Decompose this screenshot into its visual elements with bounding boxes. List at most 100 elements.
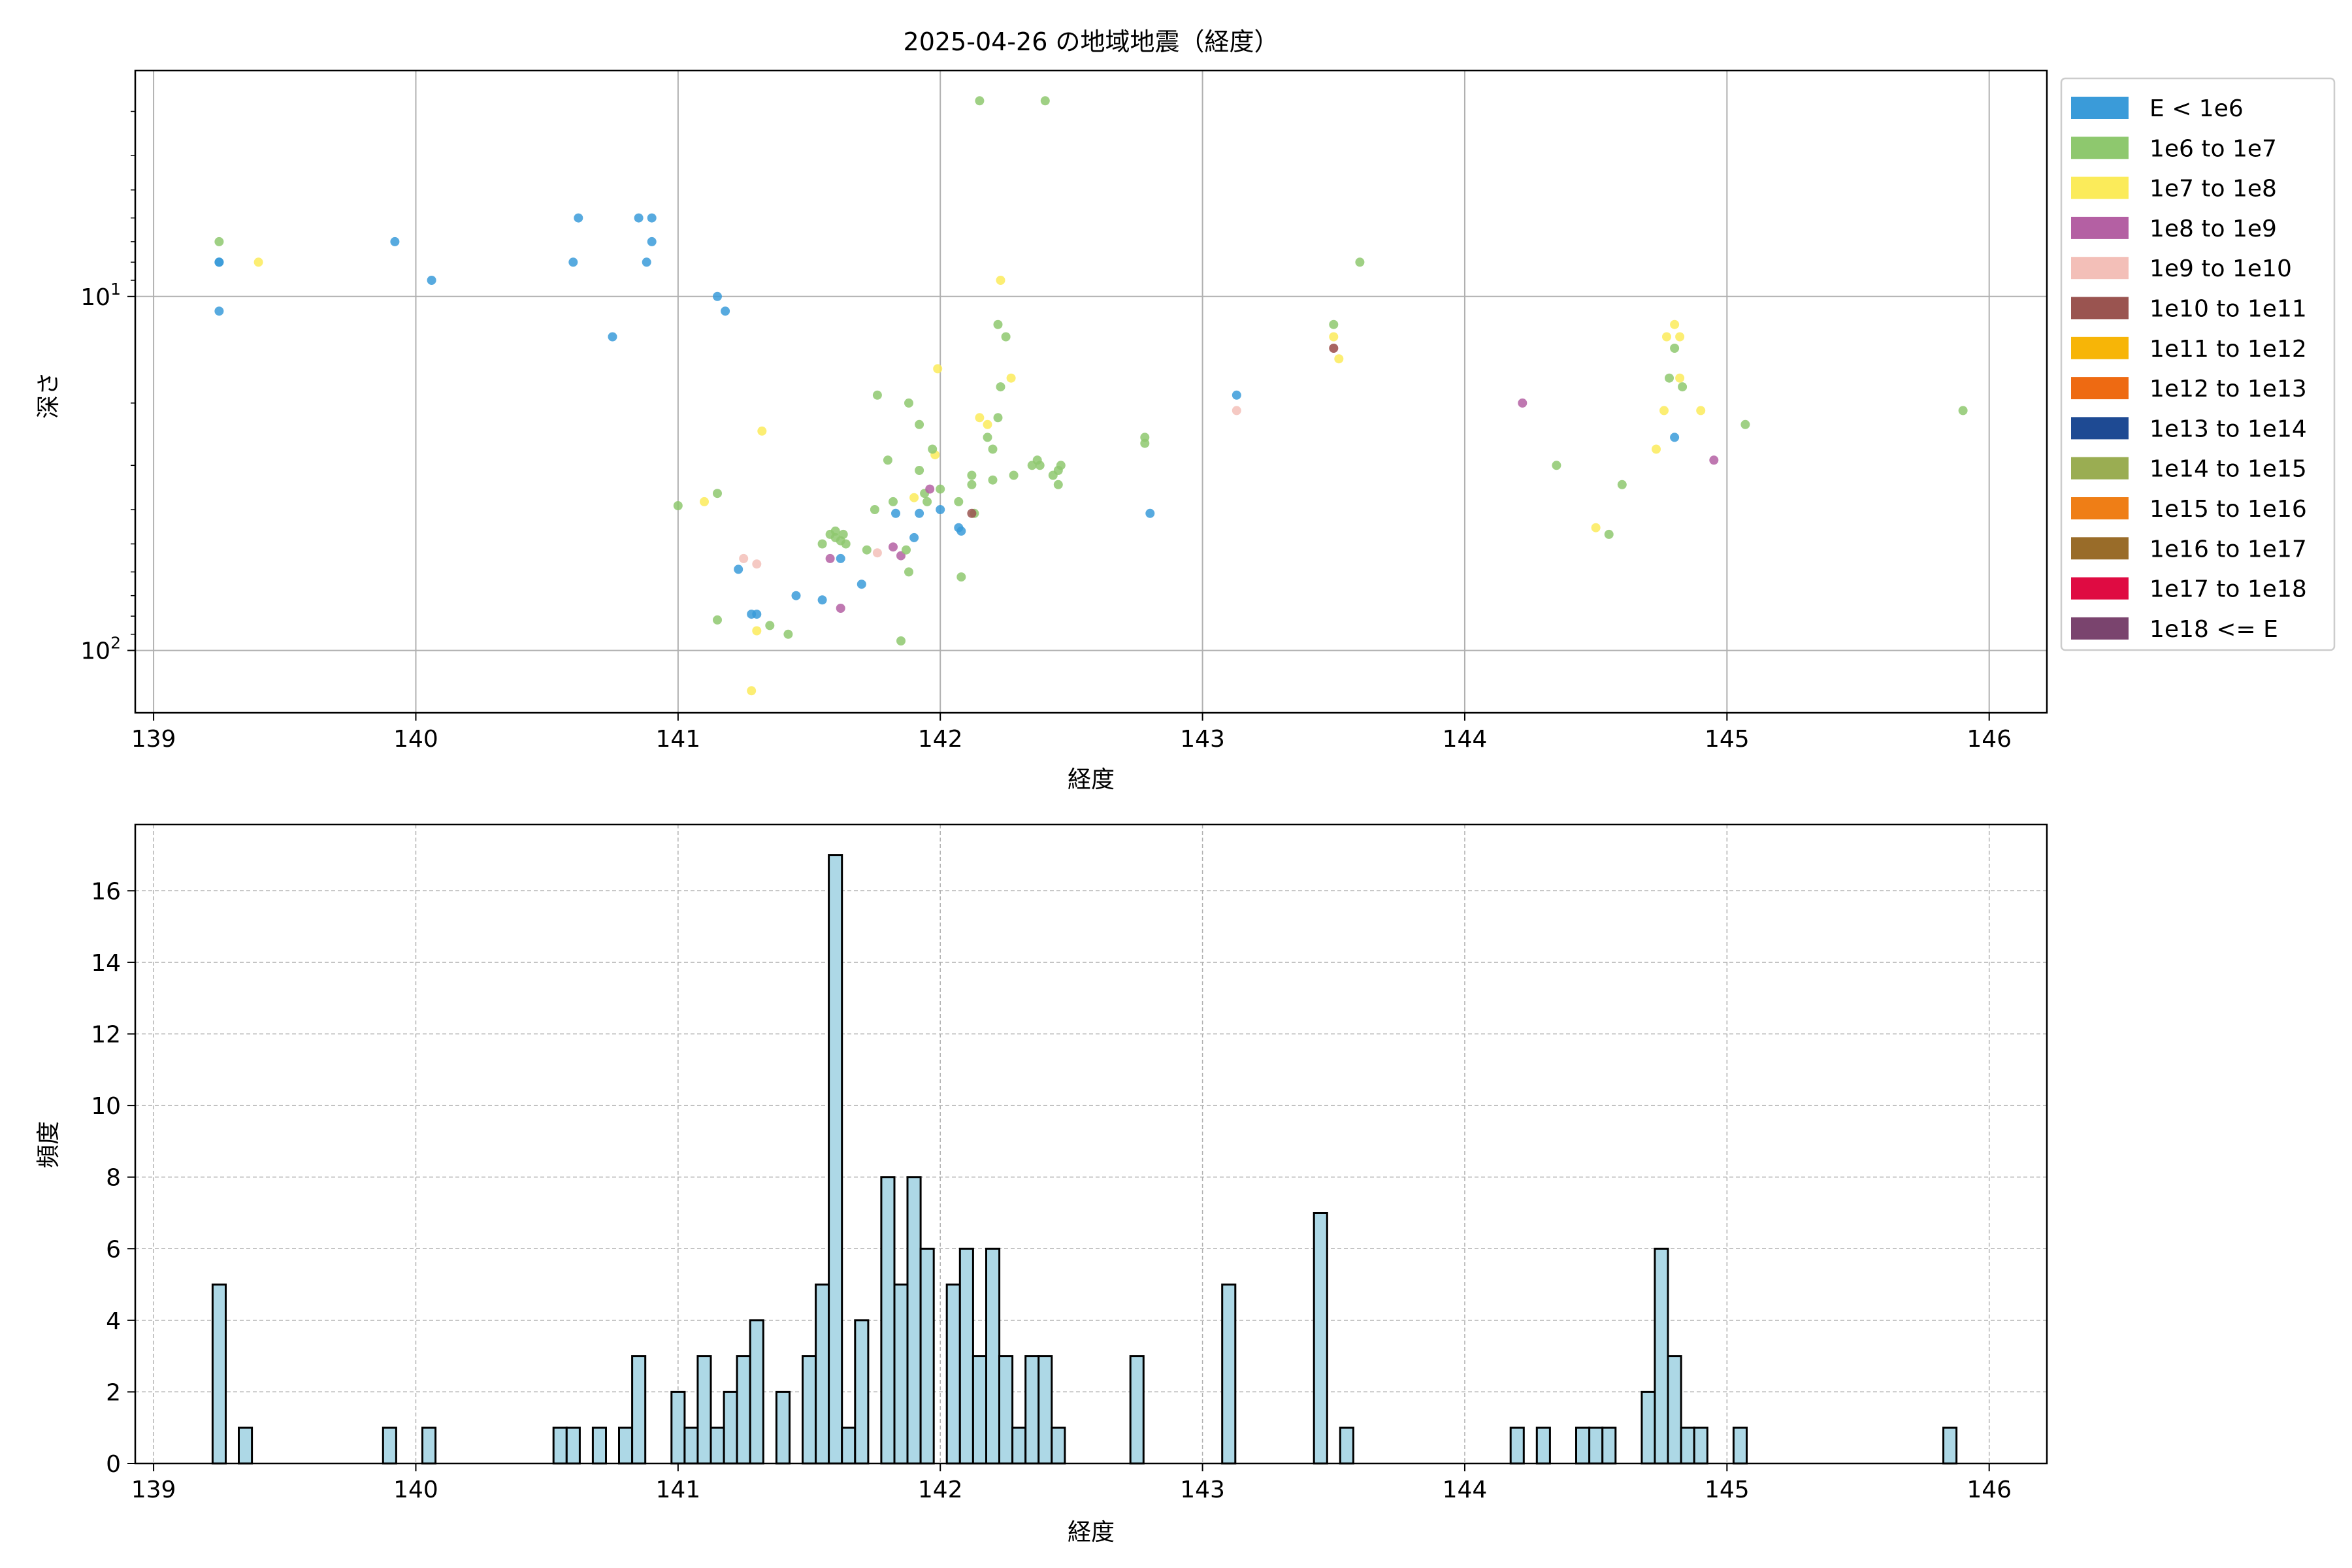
legend-label: 1e7 to 1e8 [2149,176,2277,203]
histogram-bar [1641,1390,1656,1465]
scatter-point [253,257,263,267]
scatter-point [967,470,977,480]
scatter-point [1145,508,1155,518]
scatter-point [925,484,935,494]
scatter-point [1329,319,1339,329]
scatter-point [634,213,644,223]
scatter-point [752,559,762,569]
scatter-point [1675,332,1685,342]
scatter-point [975,413,985,423]
histogram-bar [736,1355,751,1465]
scatter-point [862,545,872,555]
histogram-bar [802,1355,817,1465]
histogram-bar [552,1426,568,1465]
scatter-point [608,332,617,342]
histogram-bar [1680,1426,1695,1465]
histogram-x-tick-label: 142 [918,1477,963,1503]
scatter-point [872,390,882,400]
histogram-chart: 139 140 141 142 143 144 145 146 0 2 4 6 8 10 12 14 16 経… [35,823,2048,1546]
scatter-point [647,237,657,246]
legend-swatch [2071,257,2129,280]
scatter-point [915,419,924,429]
scatter-point [1001,332,1011,342]
scatter-point [936,505,945,514]
histogram-bar [565,1426,581,1465]
histogram-bar [421,1426,437,1465]
histogram-bar [919,1247,935,1465]
scatter-point [975,96,985,106]
legend-frame [2060,77,2336,651]
histogram-grid [135,825,2047,1464]
scatter-point [1040,96,1050,106]
scatter-point [889,542,898,552]
histogram-bar [815,1283,830,1465]
scatter-point [673,501,683,510]
scatter-point [747,686,757,696]
scatter-point [1552,461,1561,470]
histogram-bar [1024,1355,1040,1465]
scatter-point [817,539,827,549]
scatter-point [896,551,906,561]
legend-swatch [2071,577,2129,600]
histogram-bar [1051,1426,1066,1465]
scatter-point [889,497,898,506]
scatter-point [1232,406,1241,416]
legend-label: 1e6 to 1e7 [2149,135,2277,162]
scatter-point [1035,461,1045,470]
legend-label: 1e12 to 1e13 [2149,376,2307,402]
histogram-x-tick-label: 141 [655,1477,700,1503]
scatter-point [988,444,998,454]
scatter-point [988,475,998,485]
scatter-point [1670,319,1680,329]
histogram-bar [591,1426,608,1465]
scatter-point [1006,373,1016,383]
scatter-x-tick-label: 141 [655,726,700,753]
scatter-point [1740,419,1750,429]
legend-label: 1e14 to 1e15 [2149,456,2307,483]
histogram-bars [211,854,1958,1465]
scatter-point [830,526,840,536]
legend-label: 1e15 to 1e16 [2149,496,2307,523]
legend-label: 1e13 to 1e14 [2149,416,2307,442]
scatter-y-tick-base: 10 [80,284,110,311]
scatter-point [1053,480,1063,489]
scatter-x-tick-label: 139 [131,726,176,753]
histogram-bar [1942,1426,1958,1465]
legend-label: 1e18 <= E [2149,616,2278,643]
scatter-point [1329,344,1339,353]
scatter-point [713,615,722,625]
scatter-point [836,553,845,563]
histogram-bar [670,1390,686,1465]
histogram-y-axis-label: 頻度 [35,1121,62,1168]
scatter-point [909,532,919,542]
histogram-x-tick-label: 146 [1967,1477,2012,1503]
scatter-point [841,539,851,549]
scatter-point [967,480,977,489]
scatter-point [647,213,657,223]
scatter-point [996,276,1005,285]
scatter-point [1670,344,1680,353]
histogram-y-tick-label: 2 [106,1379,121,1406]
legend-label: 1e9 to 1e10 [2149,255,2292,282]
scatter-point [909,493,919,502]
scatter-y-tick-label: 101 [80,280,121,311]
scatter-point [904,398,913,408]
histogram-y-tick-label: 4 [106,1308,121,1335]
scatter-point [838,529,848,539]
scatter-x-tick-label: 143 [1180,726,1225,753]
histogram-y-tick-label: 0 [106,1451,121,1478]
scatter-point [390,237,400,246]
scatter-point [791,591,801,600]
scatter-x-tick-label: 145 [1705,726,1750,753]
histogram-x-tick-label: 145 [1705,1477,1750,1503]
histogram-y-tick-label: 14 [91,950,121,977]
scatter-point [1675,373,1685,383]
scatter-point [783,629,793,639]
scatter-point [993,413,1003,423]
histogram-bar [382,1426,397,1465]
scatter-y-tick-base: 10 [80,638,110,665]
scatter-point [1670,433,1680,442]
scatter-point [1591,523,1601,532]
histogram-plot-frame [134,823,2048,1465]
